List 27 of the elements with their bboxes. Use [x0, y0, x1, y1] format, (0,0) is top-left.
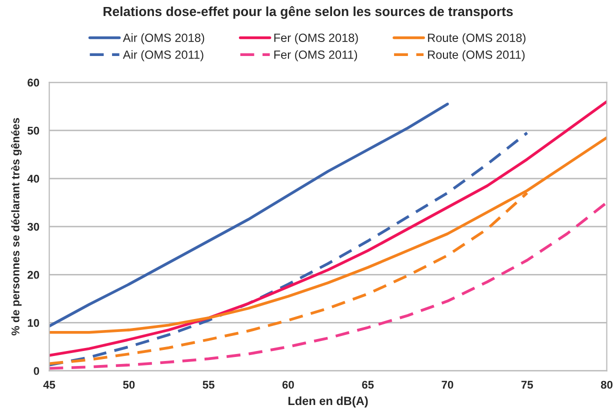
legend-label: Fer (OMS 2011)	[274, 50, 358, 62]
y-tick-label: 40	[27, 174, 40, 183]
chart-title: Relations dose-effet pour la gêne selon les sources de transports	[104, 6, 513, 19]
line-series	[49, 131, 529, 366]
x-tick-label: 55	[202, 380, 214, 389]
legend-label: Route (OMS 2011)	[428, 50, 525, 62]
legend-label: Air (OMS 2018)	[122, 33, 204, 44]
line-series	[49, 102, 449, 328]
x-tick-label: 70	[442, 380, 454, 389]
legend-label: Air (OMS 2011)	[122, 50, 204, 62]
x-tick-label: 80	[600, 380, 612, 389]
line-series	[49, 100, 607, 357]
y-tick-label: 0	[34, 367, 40, 375]
x-axis-title: Lden en dB(A)	[288, 396, 368, 408]
x-tick-label: 50	[123, 380, 135, 389]
y-tick-label: 30	[27, 222, 40, 231]
x-tick-label: 45	[43, 380, 56, 389]
y-tick-label: 20	[28, 270, 40, 279]
legend-label: Fer (OMS 2018)	[274, 33, 358, 44]
x-tick-label: 65	[362, 380, 374, 389]
legend-label: Route (OMS 2018)	[428, 33, 526, 44]
y-tick-label: 60	[28, 78, 40, 87]
y-axis-title: % de personnes se déclarant très gênées	[10, 118, 22, 336]
x-tick-label: 75	[521, 380, 533, 389]
y-tick-label: 50	[28, 126, 40, 135]
x-tick-label: 60	[282, 380, 294, 389]
y-tick-label: 10	[28, 319, 40, 327]
